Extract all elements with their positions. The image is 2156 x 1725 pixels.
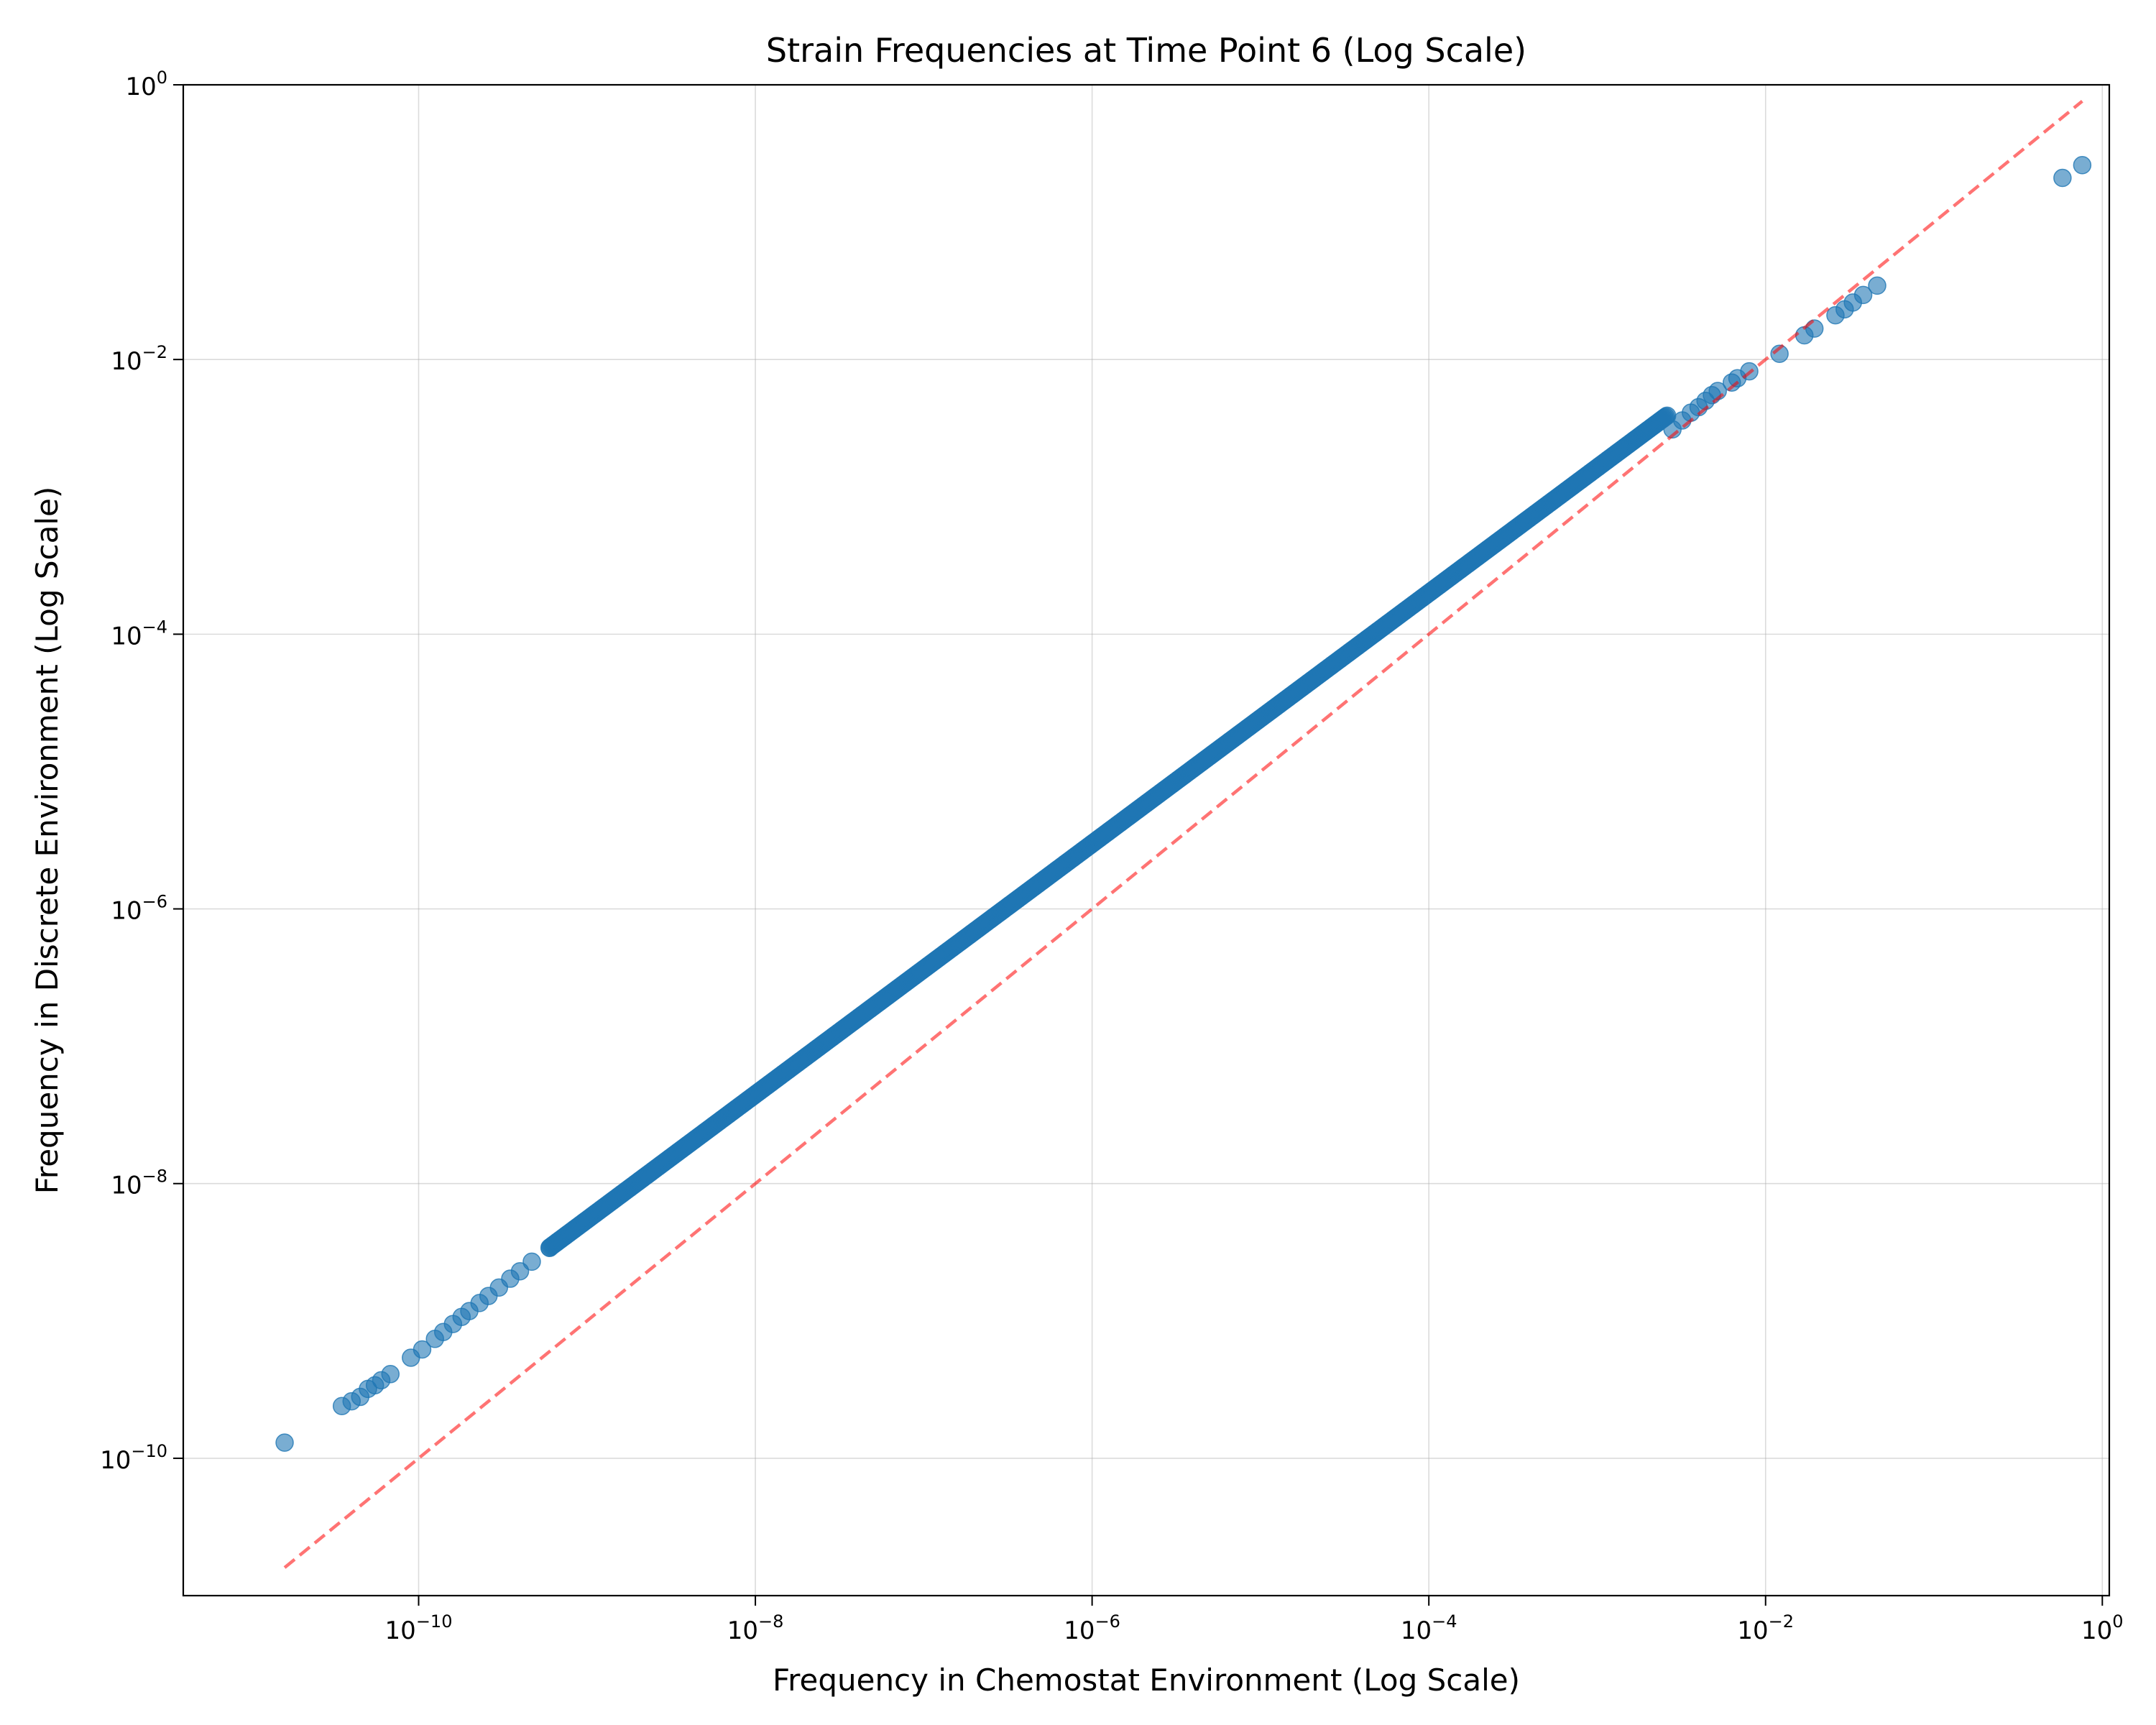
y-tick-base: 10 — [111, 622, 142, 650]
scatter-point — [381, 1365, 400, 1384]
plot-frame — [182, 83, 2111, 1597]
y-tick-base: 10 — [111, 1172, 142, 1200]
x-axis-label: Frequency in Chemostat Environment (Log … — [773, 1662, 1520, 1698]
chart-title: Strain Frequencies at Time Point 6 (Log … — [766, 31, 1526, 70]
x-tick-exponent: 0 — [2112, 1611, 2123, 1632]
x-tick-exponent: −2 — [1769, 1611, 1794, 1632]
x-tick-base: 10 — [2081, 1616, 2112, 1645]
scatter-point — [2073, 156, 2092, 175]
x-tick-base: 10 — [385, 1616, 416, 1645]
x-tick-label: 10−6 — [1064, 1611, 1120, 1645]
grid-layer — [183, 84, 2109, 1596]
x-tick-label: 10−2 — [1737, 1611, 1794, 1645]
scatter-point — [2053, 168, 2072, 188]
reference-line — [283, 100, 2083, 1569]
x-tick-base: 10 — [1401, 1616, 1432, 1645]
scatter-point — [275, 1433, 294, 1452]
y-tick-exponent: 0 — [157, 68, 167, 88]
y-tick-base: 10 — [111, 897, 142, 926]
y-tick-base: 10 — [111, 347, 142, 376]
y-tick-base: 10 — [100, 1446, 131, 1475]
y-tick-label: 10−2 — [111, 342, 167, 376]
x-tick-label: 10−10 — [385, 1611, 453, 1645]
x-tick-base: 10 — [727, 1616, 758, 1645]
x-tick-exponent: −10 — [416, 1611, 453, 1632]
x-tick-exponent: −4 — [1432, 1611, 1457, 1632]
scatter-point — [1868, 276, 1886, 295]
y-tick-exponent: −8 — [142, 1167, 167, 1187]
x-tick-label: 100 — [2081, 1611, 2124, 1645]
tick-layer: 10−10 10−8 10−6 10−4 10−2 10010−1010−810−610−… — [100, 68, 2123, 1645]
scatter-point — [413, 1340, 432, 1359]
x-tick-exponent: −6 — [1095, 1611, 1120, 1632]
y-tick-label: 10−8 — [111, 1167, 167, 1200]
scatter-point — [1853, 285, 1873, 305]
scatter-point — [522, 1252, 541, 1271]
y-tick-exponent: −6 — [142, 892, 167, 912]
scatter-point — [1770, 344, 1789, 364]
y-tick-label: 10−4 — [111, 617, 167, 650]
x-tick-label: 10−8 — [727, 1611, 784, 1645]
data-layer — [275, 100, 2092, 1569]
x-tick-label: 10−4 — [1401, 1611, 1457, 1645]
y-axis-label: Frequency in Discrete Environment (Log S… — [29, 487, 65, 1194]
y-tick-label: 10−6 — [111, 892, 167, 926]
y-tick-exponent: −10 — [131, 1441, 167, 1461]
y-tick-exponent: −2 — [142, 342, 167, 362]
x-tick-exponent: −8 — [758, 1611, 783, 1632]
y-tick-base: 10 — [125, 73, 156, 101]
y-tick-label: 100 — [125, 68, 167, 101]
x-tick-base: 10 — [1064, 1616, 1095, 1645]
y-tick-label: 10−10 — [100, 1441, 167, 1475]
x-tick-base: 10 — [1737, 1616, 1768, 1645]
y-tick-exponent: −4 — [142, 617, 167, 637]
